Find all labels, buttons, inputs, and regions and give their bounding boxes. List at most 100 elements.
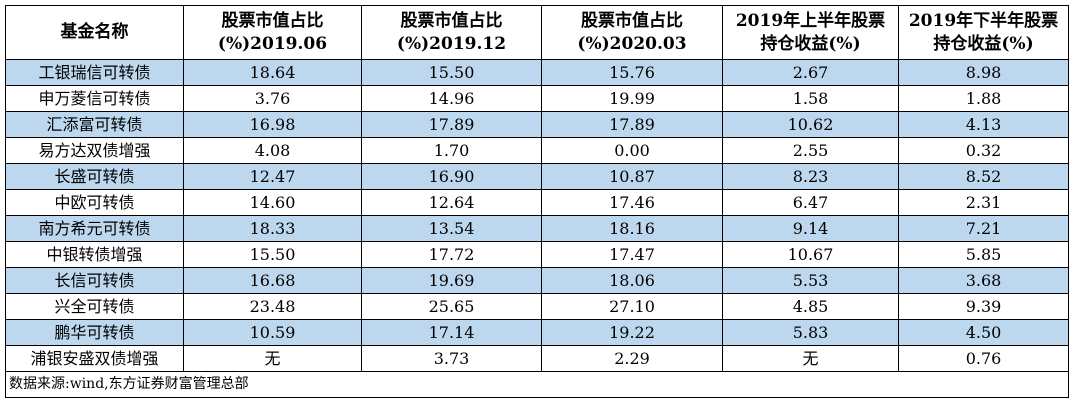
value-cell: 0.00 (541, 137, 723, 164)
value-cell: 1.88 (898, 85, 1069, 112)
value-cell: 14.60 (183, 189, 362, 216)
value-cell: 10.87 (541, 163, 723, 190)
value-cell: 17.46 (541, 189, 723, 216)
table-row: 中欧可转债 14.60 12.64 17.46 6.47 2.31 (5, 189, 1069, 216)
table-row: 中银转债增强 15.50 17.72 17.47 10.67 5.85 (5, 241, 1069, 268)
value-cell: 18.33 (183, 215, 362, 242)
table-row: 工银瑞信可转债 18.64 15.50 15.76 2.67 8.98 (5, 59, 1069, 86)
fund-stock-position-table: 基金名称 股票市值占比 (%)2019.06 股票市值占比 (%)2019.12… (5, 5, 1069, 398)
value-cell: 10.67 (722, 241, 899, 268)
value-cell: 8.98 (898, 59, 1069, 86)
value-cell: 19.69 (361, 267, 542, 294)
header-sublabel: (%)2020.03 (577, 33, 687, 54)
table-body: 工银瑞信可转债 18.64 15.50 15.76 2.67 8.98 申万菱信… (5, 59, 1069, 398)
value-cell: 3.68 (898, 267, 1069, 294)
value-cell: 14.96 (361, 85, 542, 112)
header-sublabel: (%)2019.06 (217, 33, 328, 54)
fund-name-cell: 鹏华可转债 (5, 319, 184, 346)
value-cell: 无 (722, 345, 899, 372)
value-cell: 16.68 (183, 267, 362, 294)
value-cell: 6.47 (722, 189, 899, 216)
value-cell: 18.16 (541, 215, 723, 242)
value-cell: 18.64 (183, 59, 362, 86)
value-cell: 2.31 (898, 189, 1069, 216)
fund-name-cell: 长盛可转债 (5, 163, 184, 190)
fund-name-cell: 中欧可转债 (5, 189, 184, 216)
value-cell: 15.50 (183, 241, 362, 268)
table-row: 南方希元可转债 18.33 13.54 18.16 9.14 7.21 (5, 215, 1069, 242)
value-cell: 8.23 (722, 163, 899, 190)
header-h1-2019-return: 2019年上半年股票 持仓收益(%) (722, 5, 899, 60)
value-cell: 12.47 (183, 163, 362, 190)
table-row: 长盛可转债 12.47 16.90 10.87 8.23 8.52 (5, 163, 1069, 190)
table-row: 鹏华可转债 10.59 17.14 19.22 5.83 4.50 (5, 319, 1069, 346)
value-cell: 8.52 (898, 163, 1069, 190)
fund-name-cell: 长信可转债 (5, 267, 184, 294)
value-cell: 4.13 (898, 111, 1069, 138)
value-cell: 25.65 (361, 293, 542, 320)
value-cell: 2.67 (722, 59, 899, 86)
value-cell: 16.90 (361, 163, 542, 190)
value-cell: 16.98 (183, 111, 362, 138)
value-cell: 17.89 (361, 111, 542, 138)
table-row: 汇添富可转债 16.98 17.89 17.89 10.62 4.13 (5, 111, 1069, 138)
value-cell: 5.85 (898, 241, 1069, 268)
value-cell: 10.59 (183, 319, 362, 346)
value-cell: 5.53 (722, 267, 899, 294)
value-cell: 27.10 (541, 293, 723, 320)
value-cell: 18.06 (541, 267, 723, 294)
value-cell: 4.50 (898, 319, 1069, 346)
header-label: 2019年下半年股票 (908, 10, 1059, 31)
header-h2-2019-return: 2019年下半年股票 持仓收益(%) (898, 5, 1069, 60)
value-cell: 7.21 (898, 215, 1069, 242)
fund-name-cell: 申万菱信可转债 (5, 85, 184, 112)
value-cell: 23.48 (183, 293, 362, 320)
fund-name-cell: 汇添富可转债 (5, 111, 184, 138)
header-label: 基金名称 (60, 22, 129, 42)
header-fund-name: 基金名称 (5, 5, 184, 60)
value-cell: 1.58 (722, 85, 899, 112)
header-stock-ratio-2020-03: 股票市值占比 (%)2020.03 (541, 5, 723, 60)
table-row: 易方达双债增强 4.08 1.70 0.00 2.55 0.32 (5, 137, 1069, 164)
value-cell: 19.99 (541, 85, 723, 112)
header-sublabel: 持仓收益(%) (760, 33, 861, 54)
header-label: 股票市值占比 (581, 10, 683, 31)
value-cell: 17.14 (361, 319, 542, 346)
value-cell: 2.29 (541, 345, 723, 372)
value-cell: 无 (183, 345, 362, 372)
source-row: 数据来源:wind,东方证券财富管理总部 (5, 371, 1069, 398)
value-cell: 9.14 (722, 215, 899, 242)
data-source-note: 数据来源:wind,东方证券财富管理总部 (5, 371, 1069, 398)
header-stock-ratio-2019-06: 股票市值占比 (%)2019.06 (183, 5, 362, 60)
value-cell: 5.83 (722, 319, 899, 346)
value-cell: 17.72 (361, 241, 542, 268)
table-row: 浦银安盛双债增强 无 3.73 2.29 无 0.76 (5, 345, 1069, 372)
value-cell: 4.85 (722, 293, 899, 320)
value-cell: 0.32 (898, 137, 1069, 164)
table-row: 长信可转债 16.68 19.69 18.06 5.53 3.68 (5, 267, 1069, 294)
value-cell: 2.55 (722, 137, 899, 164)
value-cell: 12.64 (361, 189, 542, 216)
value-cell: 15.50 (361, 59, 542, 86)
fund-name-cell: 兴全可转债 (5, 293, 184, 320)
fund-name-cell: 南方希元可转债 (5, 215, 184, 242)
fund-name-cell: 浦银安盛双债增强 (5, 345, 184, 372)
value-cell: 3.76 (183, 85, 362, 112)
header-sublabel: 持仓收益(%) (933, 33, 1034, 54)
value-cell: 13.54 (361, 215, 542, 242)
value-cell: 19.22 (541, 319, 723, 346)
fund-name-cell: 中银转债增强 (5, 241, 184, 268)
value-cell: 9.39 (898, 293, 1069, 320)
value-cell: 17.47 (541, 241, 723, 268)
value-cell: 10.62 (722, 111, 899, 138)
table-row: 申万菱信可转债 3.76 14.96 19.99 1.58 1.88 (5, 85, 1069, 112)
header-label: 股票市值占比 (221, 10, 324, 31)
value-cell: 4.08 (183, 137, 362, 164)
header-sublabel: (%)2019.12 (396, 33, 507, 54)
value-cell: 3.73 (361, 345, 542, 372)
value-cell: 17.89 (541, 111, 723, 138)
fund-name-cell: 工银瑞信可转债 (5, 59, 184, 86)
table-header-row: 基金名称 股票市值占比 (%)2019.06 股票市值占比 (%)2019.12… (5, 5, 1069, 60)
header-stock-ratio-2019-12: 股票市值占比 (%)2019.12 (361, 5, 542, 60)
fund-table-container: 基金名称 股票市值占比 (%)2019.06 股票市值占比 (%)2019.12… (5, 5, 1069, 398)
